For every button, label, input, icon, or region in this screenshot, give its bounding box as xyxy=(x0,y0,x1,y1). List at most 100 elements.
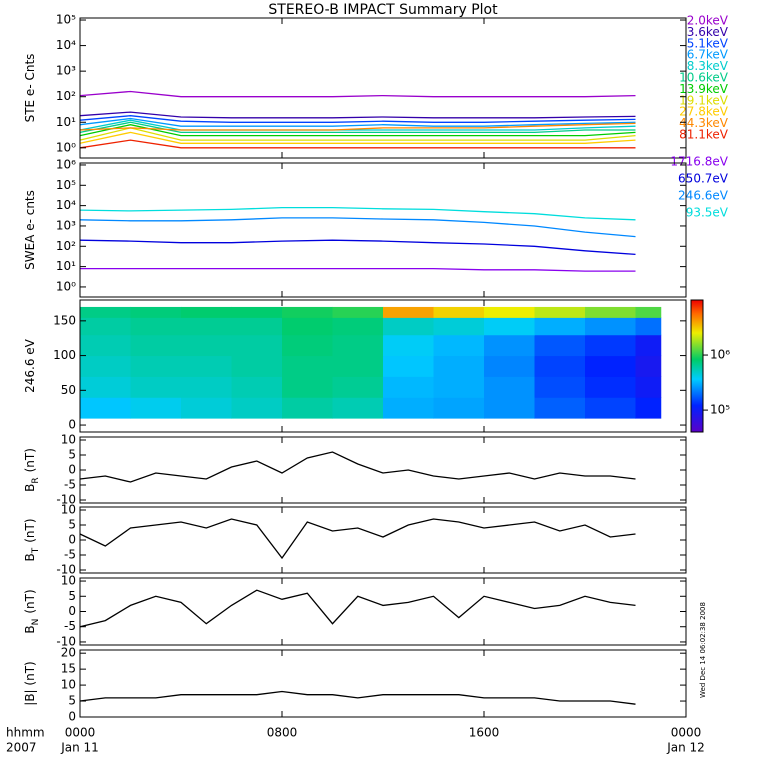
heatmap-cell xyxy=(80,334,131,357)
heatmap-cell xyxy=(433,334,485,357)
heatmap-cell xyxy=(433,306,485,318)
y-axis-label-unit: (nT) xyxy=(23,589,37,613)
heatmap-cell xyxy=(231,306,283,318)
heatmap-cell xyxy=(181,317,232,336)
colorbar-tick-label: 10⁵ xyxy=(710,403,730,417)
heatmap-cell xyxy=(80,397,131,419)
data-line xyxy=(79,139,636,149)
y-tick-label: -5 xyxy=(64,548,76,562)
heatmap-cell xyxy=(80,376,131,398)
heatmap-cell xyxy=(534,376,586,398)
y-tick-label: 10³ xyxy=(56,218,76,232)
y-tick-label: 15 xyxy=(61,662,76,676)
heatmap-cell xyxy=(282,355,333,377)
y-tick-label: 10⁵ xyxy=(56,178,76,192)
heatmap-cell xyxy=(383,306,434,318)
legend-entry: 27.8keV xyxy=(679,105,729,119)
colorbar xyxy=(690,299,704,433)
heatmap-cell xyxy=(534,317,586,336)
legend-entry: 650.7eV xyxy=(678,172,729,186)
heatmap-cell xyxy=(181,355,232,377)
data-line xyxy=(79,119,636,131)
y-axis-label: |B| (nT) xyxy=(23,661,37,705)
heatmap-cell xyxy=(181,397,232,419)
heatmap-cell xyxy=(332,306,384,318)
heatmap-cell xyxy=(130,376,182,398)
heatmap-cell xyxy=(484,334,535,357)
heatmap-cell xyxy=(282,334,333,357)
y-tick-label: 10³ xyxy=(56,64,76,78)
heatmap-cell xyxy=(484,397,535,419)
heatmap-cell xyxy=(635,306,662,318)
data-line xyxy=(79,90,636,98)
y-tick-label: 10⁰ xyxy=(56,140,76,154)
heatmap-cell xyxy=(585,334,636,357)
data-line xyxy=(79,115,636,123)
year-label: 2007 xyxy=(6,741,37,755)
y-tick-label: 10¹ xyxy=(56,259,76,273)
legend-entry: 3.6keV xyxy=(687,25,729,39)
legend-entry: 246.6eV xyxy=(678,189,729,203)
y-axis-label: STE e- Cnts xyxy=(23,54,37,123)
y-tick-label: 5 xyxy=(68,589,76,603)
y-tick-label: 5 xyxy=(68,694,76,708)
heatmap-cell xyxy=(534,306,586,318)
heatmap-cell xyxy=(282,397,333,419)
y-axis-label: 246.6 eV xyxy=(23,338,37,393)
y-tick-label: 10 xyxy=(61,503,76,517)
heatmap-cell xyxy=(231,355,283,377)
heatmap-cell xyxy=(383,376,434,398)
heatmap-cell xyxy=(231,397,283,419)
heatmap-cell xyxy=(383,334,434,357)
heatmap-cell xyxy=(635,355,662,377)
data-line xyxy=(79,451,636,483)
heatmap-cell xyxy=(433,397,485,419)
heatmap-cell xyxy=(282,376,333,398)
y-tick-label: 10 xyxy=(61,574,76,588)
legend-entry: 19.1keV xyxy=(679,93,729,107)
heatmap-cell xyxy=(585,317,636,336)
heatmap-cell xyxy=(635,397,662,419)
y-tick-label: -10 xyxy=(56,493,76,507)
y-tick-label: 10⁰ xyxy=(56,279,76,293)
data-line xyxy=(79,131,636,144)
heatmap-cell xyxy=(231,376,283,398)
data-line xyxy=(79,518,636,560)
legend-entry: 10.6keV xyxy=(679,71,729,85)
y-tick-label: 0 xyxy=(68,463,76,477)
y-tick-label: 50 xyxy=(61,383,76,397)
data-line xyxy=(79,111,636,119)
heatmap-cell xyxy=(534,355,586,377)
data-line xyxy=(79,121,636,134)
y-axis-label: BN (nT) xyxy=(23,589,41,633)
data-line xyxy=(79,217,636,238)
heatmap-cell xyxy=(585,355,636,377)
x-tick-label: 0000 xyxy=(671,726,702,740)
x-tick-label: 1600 xyxy=(469,726,500,740)
y-axis-label-base: B xyxy=(23,553,37,561)
heatmap-cell xyxy=(383,355,434,377)
heatmap-cell xyxy=(80,317,131,336)
heatmap-cell xyxy=(181,376,232,398)
heatmap-cell xyxy=(635,376,662,398)
heatmap-cell xyxy=(181,306,232,318)
x-tick-label: 0800 xyxy=(267,726,298,740)
date-label: Jan 12 xyxy=(666,741,705,755)
heatmap-cell xyxy=(383,317,434,336)
x-unit-label: hhmm xyxy=(6,726,45,740)
y-axis-label-sub: R xyxy=(31,477,41,483)
y-tick-label: 10² xyxy=(56,89,76,103)
panel-frame xyxy=(79,436,687,504)
panel-frame xyxy=(79,506,687,574)
heatmap-cell xyxy=(332,376,384,398)
x-tick-label: 0000 xyxy=(65,726,96,740)
legend-entry: 6.7keV xyxy=(687,48,729,62)
y-tick-label: 0 xyxy=(68,533,76,547)
heatmap-cell xyxy=(130,317,182,336)
data-line xyxy=(79,127,636,141)
y-axis-label-base: SWEA e- cnts xyxy=(23,190,37,270)
heatmap-cell xyxy=(181,334,232,357)
heatmap-cell xyxy=(383,397,434,419)
data-line xyxy=(79,239,636,256)
